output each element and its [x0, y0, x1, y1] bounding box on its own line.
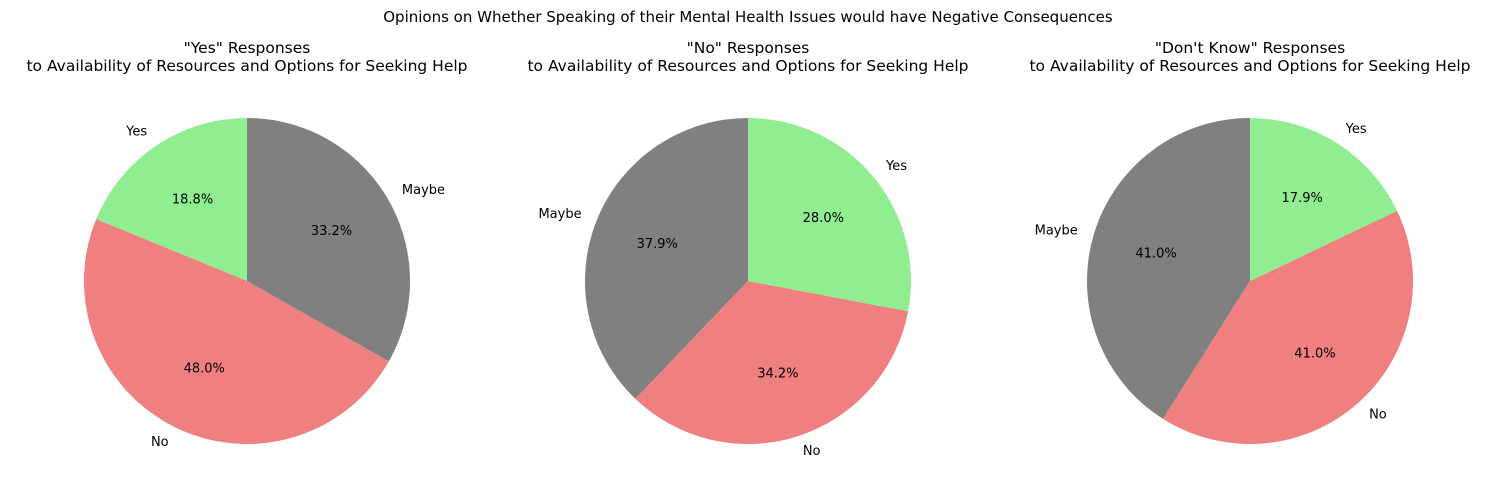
slice-percent-no: 41.0%: [1294, 347, 1335, 362]
slice-label-no: No: [1369, 408, 1387, 423]
pie-slice-yes: [748, 118, 911, 312]
slice-label-maybe: Maybe: [538, 207, 581, 222]
pie-slices: Maybe 37.9% No 34.2% Yes 28.0%: [538, 118, 911, 459]
pie-chart-yes-responses: "Yes" Responses to Availability of Resou…: [26, 39, 467, 450]
pie-slice-no: [635, 281, 909, 444]
slice-percent-maybe: 33.2%: [311, 224, 352, 239]
slice-label-no: No: [803, 444, 821, 459]
slice-label-yes: Yes: [885, 159, 907, 174]
slice-percent-no: 34.2%: [757, 367, 798, 382]
pie-slices: Maybe 41.0% No 41.0% Yes 17.9%: [1035, 118, 1414, 445]
slice-label-yes: Yes: [125, 125, 147, 140]
pie-slice-no: [84, 219, 389, 444]
slice-label-maybe: Maybe: [1035, 224, 1078, 239]
pie-slice-maybe: [1087, 118, 1250, 419]
pie-slice-yes: [1250, 118, 1398, 281]
pie-chart-no-responses: "No" Responses to Availability of Resour…: [527, 39, 968, 459]
pie-slices: Yes 18.8% No 48.0% Maybe 33.2%: [84, 117, 445, 450]
pie-slice-maybe: [584, 118, 748, 399]
slice-label-maybe: Maybe: [402, 183, 445, 198]
slice-percent-no: 48.0%: [184, 361, 225, 376]
slice-percent-yes: 17.9%: [1282, 191, 1323, 206]
figure-suptitle: Opinions on Whether Speaking of their Me…: [383, 8, 1113, 26]
chart-title-line2: to Availability of Resources and Options…: [1029, 57, 1470, 75]
chart-title-line2: to Availability of Resources and Options…: [527, 57, 968, 75]
chart-title-line1: "No" Responses: [687, 39, 810, 57]
pie-chart-dont-know-responses: "Don't Know" Responses to Availability o…: [1029, 39, 1471, 445]
pie-slice-no: [1163, 210, 1414, 445]
chart-title-line2: to Availability of Resources and Options…: [26, 57, 467, 75]
slice-percent-maybe: 37.9%: [637, 237, 678, 252]
slice-label-no: No: [151, 435, 169, 450]
chart-title-line1: "Don't Know" Responses: [1155, 39, 1345, 57]
pie-slice-yes: [96, 118, 247, 281]
slice-percent-yes: 18.8%: [172, 192, 213, 207]
slice-label-yes: Yes: [1345, 122, 1367, 137]
slice-percent-maybe: 41.0%: [1135, 246, 1176, 261]
pie-slice-maybe: [247, 117, 411, 362]
chart-title-line1: "Yes" Responses: [184, 39, 311, 57]
slice-percent-yes: 28.0%: [803, 211, 844, 226]
